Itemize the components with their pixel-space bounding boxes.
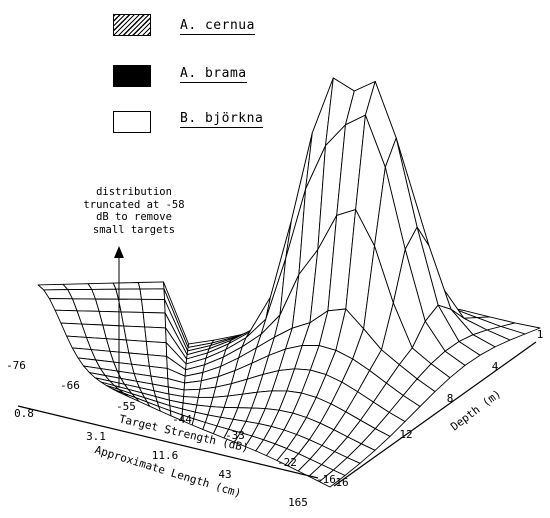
length-tick-label: 165 bbox=[288, 496, 308, 509]
ts-tick-label: -22 bbox=[277, 456, 297, 469]
ts-tick-label: -44 bbox=[172, 413, 192, 426]
depth-tick-label: 8 bbox=[447, 392, 454, 405]
surface-cell bbox=[118, 298, 144, 313]
surface-cell bbox=[102, 324, 127, 341]
length-tick-label: 43 bbox=[218, 468, 231, 481]
surface-cell bbox=[76, 310, 104, 326]
surface-cell bbox=[144, 326, 167, 344]
ts-tick-label: -33 bbox=[225, 429, 245, 442]
surface-cell bbox=[145, 340, 168, 357]
surface-cell bbox=[142, 311, 167, 329]
depth-tick-label: 1 bbox=[537, 328, 544, 341]
depth-tick-label: 16 bbox=[335, 476, 348, 489]
length-tick-label: 3.1 bbox=[86, 430, 106, 443]
ts-axis-line bbox=[17, 405, 319, 479]
surface-cell bbox=[95, 298, 122, 313]
surface-cell bbox=[115, 288, 142, 300]
length-tick-label: 0.8 bbox=[14, 407, 34, 420]
length-tick-label: 11.6 bbox=[152, 449, 179, 462]
ts-tick-label: -76 bbox=[6, 359, 26, 372]
legend-label-bjorkna: B. björkna bbox=[180, 111, 264, 128]
legend-swatch-solid bbox=[113, 65, 151, 87]
truncation-note: distribution truncated at -58 dB to remo… bbox=[83, 186, 185, 236]
surface-cell bbox=[318, 469, 346, 488]
ts-tick-label: -66 bbox=[60, 379, 80, 392]
surface-cell bbox=[91, 288, 119, 300]
depth-tick-label: 4 bbox=[492, 360, 499, 373]
surface-cell bbox=[98, 310, 125, 327]
legend-label-cernua: A. cernua bbox=[180, 18, 255, 35]
surface-cell bbox=[62, 283, 93, 291]
surface-cell bbox=[120, 311, 146, 328]
surface-cell bbox=[139, 288, 166, 300]
annotation-arrowhead bbox=[114, 246, 124, 258]
ts-tick-label: -16 bbox=[316, 473, 336, 486]
surface-cell bbox=[87, 282, 117, 290]
surface-cell bbox=[67, 288, 96, 300]
surface-cell bbox=[183, 388, 201, 398]
depth-axis-line bbox=[333, 341, 537, 487]
legend-swatch-hatched bbox=[113, 14, 151, 36]
surface-cell bbox=[141, 298, 166, 314]
depth-axis-title: Depth (m) bbox=[448, 387, 503, 433]
surface-cell bbox=[72, 298, 100, 312]
surface-mesh bbox=[37, 77, 541, 488]
legend-swatch-white bbox=[113, 111, 151, 133]
surface-cell bbox=[125, 339, 149, 356]
legend-label-brama: A. brama bbox=[180, 66, 247, 83]
ts-tick-label: -55 bbox=[116, 400, 136, 413]
surface-cell bbox=[112, 282, 141, 290]
surface-cell bbox=[137, 281, 165, 290]
surface-cell bbox=[123, 325, 147, 342]
depth-tick-label: 12 bbox=[399, 428, 412, 441]
